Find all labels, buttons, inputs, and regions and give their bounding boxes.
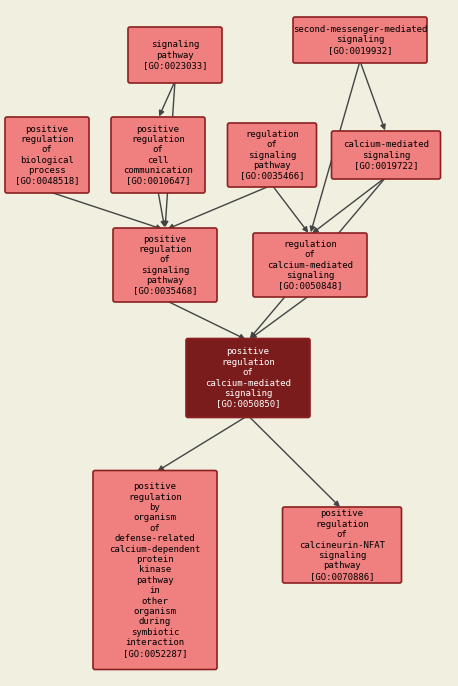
FancyBboxPatch shape [293, 17, 427, 63]
FancyBboxPatch shape [283, 507, 402, 583]
FancyBboxPatch shape [332, 131, 441, 179]
Text: positive
regulation
by
organism
of
defense-related
calcium-dependent
protein
kin: positive regulation by organism of defen… [109, 482, 201, 658]
Text: regulation
of
signaling
pathway
[GO:0035466]: regulation of signaling pathway [GO:0035… [240, 130, 304, 180]
Text: positive
regulation
of
calcineurin-NFAT
signaling
pathway
[GO:0070886]: positive regulation of calcineurin-NFAT … [299, 509, 385, 581]
Text: positive
regulation
of
signaling
pathway
[GO:0035468]: positive regulation of signaling pathway… [133, 235, 197, 296]
FancyBboxPatch shape [128, 27, 222, 83]
FancyBboxPatch shape [111, 117, 205, 193]
FancyBboxPatch shape [253, 233, 367, 297]
Text: positive
regulation
of
calcium-mediated
signaling
[GO:0050850]: positive regulation of calcium-mediated … [205, 348, 291, 408]
Text: positive
regulation
of
biological
process
[GO:0048518]: positive regulation of biological proces… [15, 124, 79, 185]
FancyBboxPatch shape [228, 123, 316, 187]
FancyBboxPatch shape [93, 471, 217, 670]
FancyBboxPatch shape [113, 228, 217, 302]
Text: second-messenger-mediated
signaling
[GO:0019932]: second-messenger-mediated signaling [GO:… [293, 25, 427, 55]
FancyBboxPatch shape [5, 117, 89, 193]
Text: positive
regulation
of
cell
communication
[GO:0010647]: positive regulation of cell communicatio… [123, 124, 193, 185]
Text: regulation
of
calcium-mediated
signaling
[GO:0050848]: regulation of calcium-mediated signaling… [267, 239, 353, 290]
FancyBboxPatch shape [186, 338, 310, 418]
Text: calcium-mediated
signaling
[GO:0019722]: calcium-mediated signaling [GO:0019722] [343, 140, 429, 170]
Text: signaling
pathway
[GO:0023033]: signaling pathway [GO:0023033] [143, 40, 207, 70]
